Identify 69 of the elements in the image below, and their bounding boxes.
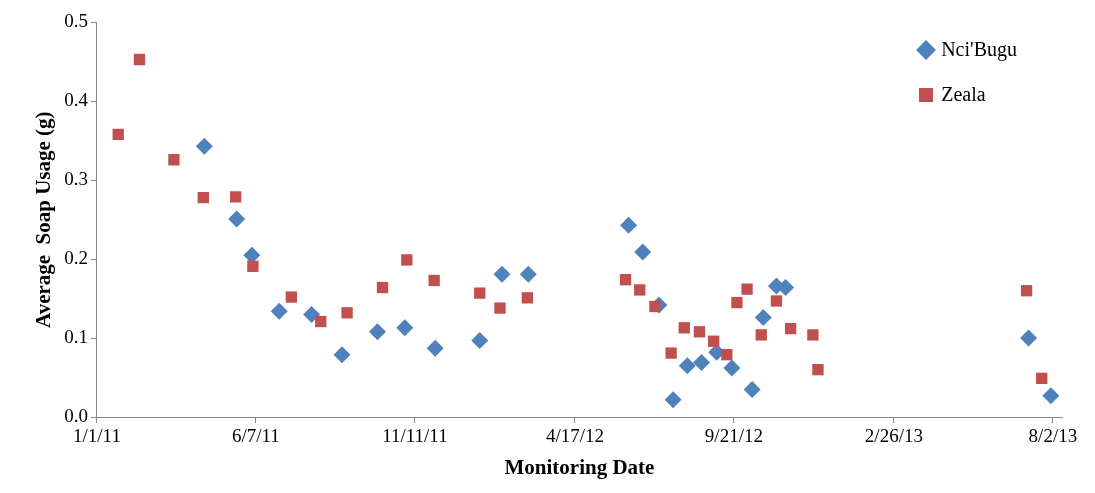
point: [678, 357, 696, 375]
point: [197, 191, 209, 204]
point: [807, 329, 819, 341]
point: [743, 380, 761, 398]
point: [315, 315, 327, 328]
point: [784, 322, 797, 335]
point: [665, 347, 677, 359]
point: [723, 359, 741, 377]
point: [1042, 387, 1060, 405]
y-tick-label: 0.4: [64, 89, 89, 111]
point: [519, 265, 537, 283]
point: [812, 363, 824, 376]
point: [693, 354, 710, 372]
x-tick-label: 8/2/13: [1028, 425, 1078, 447]
legend-label: Nci'Bugu: [941, 38, 1017, 61]
point: [1036, 372, 1048, 384]
legend-label: Zeala: [941, 83, 986, 106]
point: [634, 284, 646, 296]
y-tick-label: 0.1: [64, 326, 88, 348]
point: [707, 335, 720, 347]
point: [133, 53, 146, 66]
point: [634, 243, 652, 261]
y-tick-label: 0.5: [64, 10, 88, 32]
point: [731, 296, 743, 309]
point: [721, 349, 733, 361]
point: [428, 274, 440, 287]
point: [195, 137, 213, 155]
point: [471, 331, 489, 349]
point: [493, 265, 511, 283]
point: [1020, 329, 1038, 347]
point: [474, 287, 486, 299]
y-tick-label: 0.2: [64, 247, 88, 269]
point: [376, 281, 389, 294]
point: [693, 326, 706, 338]
point: [401, 254, 413, 266]
x-tick-label: 6/7/11: [232, 425, 280, 447]
x-tick-label: 4/17/12: [545, 425, 604, 447]
point: [112, 128, 124, 141]
point: [619, 274, 632, 286]
point: [754, 309, 772, 327]
x-axis-title: Monitoring Date: [504, 454, 655, 479]
point: [341, 307, 353, 319]
y-tick-label: 0.3: [64, 168, 88, 190]
x-tick-label: 1/1/11: [73, 425, 121, 447]
point: [770, 295, 783, 307]
x-tick-label: 9/21/12: [704, 425, 763, 447]
y-tick-label: 0.0: [64, 404, 88, 426]
point: [285, 291, 298, 303]
point: [228, 210, 246, 228]
point: [303, 305, 321, 323]
point: [678, 322, 690, 334]
y-axis-title: Average Soap Usage (g): [31, 111, 56, 328]
point: [168, 154, 180, 166]
point: [521, 292, 533, 304]
point: [396, 319, 414, 337]
point: [247, 260, 259, 272]
point: [230, 191, 242, 203]
point: [368, 323, 386, 341]
point: [755, 329, 767, 341]
point: [494, 302, 506, 314]
point: [426, 339, 444, 357]
point: [1020, 285, 1033, 297]
point: [741, 283, 753, 295]
point: [664, 391, 682, 409]
point: [270, 302, 288, 320]
point: [620, 216, 638, 234]
point: [333, 346, 351, 364]
x-tick-label: 2/26/13: [864, 425, 923, 447]
x-tick-label: 11/11/11: [382, 425, 448, 447]
